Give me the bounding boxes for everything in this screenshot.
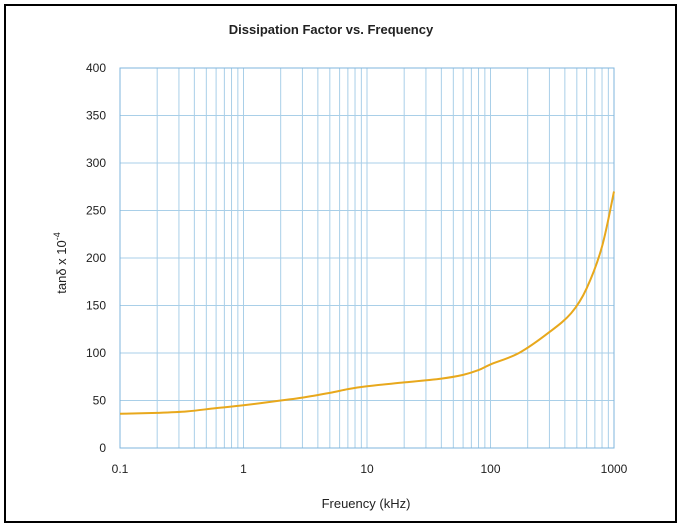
x-tick-label: 10 bbox=[360, 462, 374, 476]
grid-lines bbox=[119, 67, 614, 449]
chart-title: Dissipation Factor vs. Frequency bbox=[229, 22, 434, 37]
y-tick-label: 0 bbox=[99, 441, 106, 455]
y-axis-label: tanδ x 10-4 bbox=[52, 232, 69, 294]
y-axis-label-text: tanδ x 10 bbox=[54, 240, 69, 294]
x-tick-label: 1000 bbox=[601, 462, 628, 476]
x-tick-labels: 0.1 1 10 100 1000 bbox=[112, 462, 628, 476]
y-tick-label: 400 bbox=[86, 61, 106, 75]
y-tick-label: 350 bbox=[86, 109, 106, 123]
y-tick-label: 300 bbox=[86, 156, 106, 170]
chart-frame: Dissipation Factor vs. Frequency 0 50 100 1… bbox=[4, 4, 677, 523]
x-tick-label: 100 bbox=[480, 462, 500, 476]
x-axis-label: Freuency (kHz) bbox=[322, 496, 411, 511]
y-tick-label: 150 bbox=[86, 299, 106, 313]
y-tick-label: 100 bbox=[86, 346, 106, 360]
plot-area-border bbox=[119, 67, 615, 449]
y-tick-label: 50 bbox=[93, 394, 107, 408]
x-tick-label: 0.1 bbox=[112, 462, 129, 476]
y-tick-label: 250 bbox=[86, 204, 106, 218]
x-tick-label: 1 bbox=[240, 462, 247, 476]
y-tick-labels: 0 50 100 150 200 250 300 350 400 bbox=[86, 61, 106, 455]
chart-svg: Dissipation Factor vs. Frequency 0 50 100 1… bbox=[52, 22, 628, 511]
y-axis-label-superscript: -4 bbox=[52, 232, 62, 240]
y-tick-label: 200 bbox=[86, 251, 106, 265]
series-line bbox=[119, 191, 615, 415]
